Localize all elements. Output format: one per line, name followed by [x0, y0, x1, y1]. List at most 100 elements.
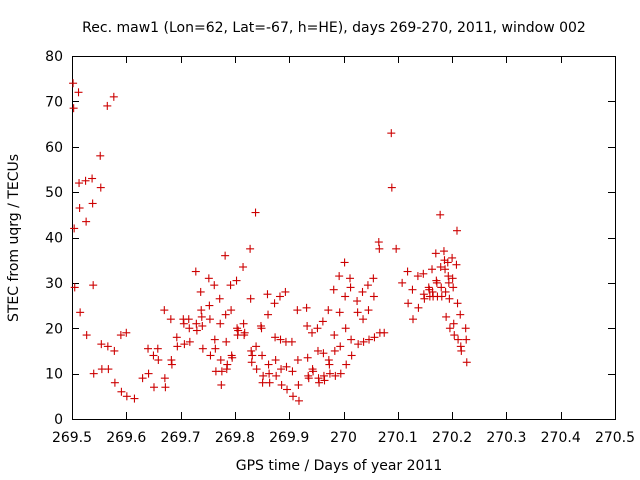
data-point — [246, 294, 255, 303]
y-tick-label: 50 — [45, 185, 63, 201]
data-point — [293, 306, 302, 315]
x-tick-label: 270.3 — [486, 430, 526, 446]
data-point — [281, 287, 290, 296]
data-point — [69, 79, 78, 88]
x-axis: 269.5 269.6 269.7 269.8 269.9 270 270.1 270.2 27… — [52, 56, 635, 446]
data-point — [258, 378, 267, 387]
data-point — [160, 306, 169, 315]
data-point — [364, 306, 373, 315]
data-point — [82, 331, 91, 340]
x-tick-label: 269.7 — [161, 430, 201, 446]
data-point — [445, 324, 454, 333]
data-point — [288, 367, 297, 376]
data-point — [221, 310, 230, 319]
data-point — [462, 358, 471, 367]
data-point — [387, 183, 396, 192]
data-point — [419, 269, 428, 278]
data-point — [216, 356, 225, 365]
data-point — [228, 353, 237, 362]
data-point — [205, 301, 214, 310]
data-point — [341, 292, 350, 301]
data-point — [282, 362, 291, 371]
data-point — [444, 278, 453, 287]
data-point — [103, 101, 112, 110]
data-point — [192, 326, 201, 335]
data-point — [420, 294, 429, 303]
data-point — [240, 328, 249, 337]
data-point — [325, 360, 334, 369]
data-point — [270, 299, 279, 308]
data-point — [313, 346, 322, 355]
data-point — [198, 321, 207, 330]
data-point — [363, 281, 372, 290]
data-point — [398, 278, 407, 287]
data-point — [206, 351, 215, 360]
data-point — [346, 283, 355, 292]
data-point — [173, 342, 182, 351]
data-point — [404, 299, 413, 308]
x-tick-label: 270.1 — [378, 430, 418, 446]
data-point — [144, 369, 153, 378]
data-point — [264, 360, 273, 369]
data-point — [234, 326, 243, 335]
data-point — [329, 285, 338, 294]
data-point — [222, 337, 231, 346]
data-point — [454, 335, 463, 344]
data-point — [369, 292, 378, 301]
data-point — [70, 283, 79, 292]
data-point — [309, 367, 318, 376]
data-point — [211, 344, 220, 353]
data-point — [302, 303, 311, 312]
data-point — [264, 310, 273, 319]
data-points — [69, 79, 471, 405]
data-point — [294, 396, 303, 405]
y-tick-label: 10 — [45, 367, 63, 383]
data-point — [450, 331, 459, 340]
data-point — [452, 226, 461, 235]
data-point — [431, 249, 440, 258]
data-point — [149, 351, 158, 360]
data-point — [247, 346, 256, 355]
data-point — [387, 129, 396, 138]
data-point — [104, 365, 113, 374]
data-point — [303, 321, 312, 330]
x-tick-label: 269.9 — [269, 430, 309, 446]
data-point — [227, 306, 236, 315]
data-point — [442, 312, 451, 321]
data-point — [172, 333, 181, 342]
data-point — [324, 306, 333, 315]
data-point — [226, 281, 235, 290]
data-point — [354, 340, 363, 349]
data-point — [441, 287, 450, 296]
data-point — [252, 342, 261, 351]
data-point — [144, 344, 153, 353]
data-point — [325, 369, 334, 378]
x-tick-label: 269.8 — [215, 430, 255, 446]
data-point — [117, 387, 126, 396]
y-tick-label: 70 — [45, 94, 63, 110]
data-point — [271, 333, 280, 342]
data-point — [335, 308, 344, 317]
data-point — [365, 335, 374, 344]
data-point — [248, 351, 257, 360]
data-point — [75, 204, 84, 213]
data-point — [257, 324, 266, 333]
data-point — [88, 174, 97, 183]
data-point — [457, 346, 466, 355]
x-tick-label: 270.2 — [432, 430, 472, 446]
data-point — [308, 328, 317, 337]
y-tick-label: 60 — [45, 140, 63, 156]
data-point — [81, 176, 90, 185]
data-point — [353, 297, 362, 306]
y-axis-label: STEC from uqrg / TECUs — [6, 154, 22, 322]
data-point — [353, 308, 362, 317]
data-point — [413, 272, 422, 281]
data-point — [109, 92, 118, 101]
data-point — [283, 385, 292, 394]
data-point — [275, 292, 284, 301]
x-tick-label: 270.4 — [541, 430, 581, 446]
data-point — [217, 380, 226, 389]
data-point — [149, 383, 158, 392]
data-point — [318, 317, 327, 326]
data-point — [263, 290, 272, 299]
